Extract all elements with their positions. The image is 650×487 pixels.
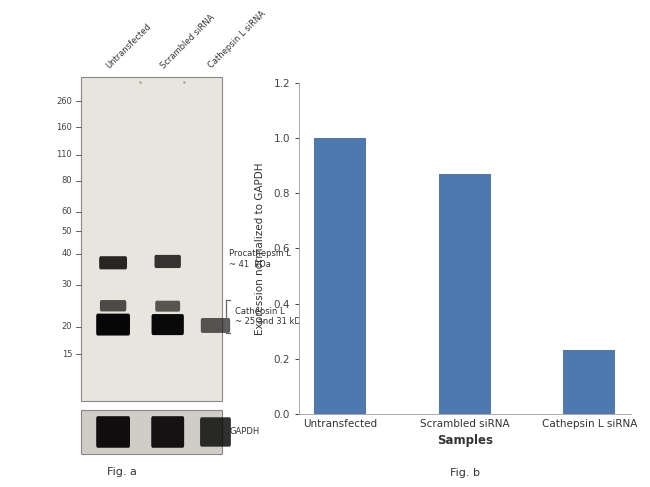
FancyBboxPatch shape xyxy=(201,318,230,333)
X-axis label: Samples: Samples xyxy=(437,434,493,448)
FancyBboxPatch shape xyxy=(100,300,126,312)
Text: Fig. a: Fig. a xyxy=(107,467,137,477)
Text: Untransfected: Untransfected xyxy=(105,21,153,70)
Y-axis label: Expression normalized to GAPDH: Expression normalized to GAPDH xyxy=(255,162,265,335)
FancyBboxPatch shape xyxy=(200,417,231,447)
Text: Procathepsin L
~ 41  kDa: Procathepsin L ~ 41 kDa xyxy=(229,249,291,268)
Text: 15: 15 xyxy=(62,350,72,359)
FancyBboxPatch shape xyxy=(96,314,130,336)
Text: 160: 160 xyxy=(57,123,72,131)
Text: Cathepsin L siRNA: Cathepsin L siRNA xyxy=(207,10,268,70)
Text: 40: 40 xyxy=(62,249,72,258)
Bar xyxy=(81,77,222,401)
FancyBboxPatch shape xyxy=(155,300,180,312)
Text: 80: 80 xyxy=(62,176,72,185)
Text: 50: 50 xyxy=(62,226,72,236)
FancyBboxPatch shape xyxy=(96,416,130,448)
Text: Scrambled siRNA: Scrambled siRNA xyxy=(159,13,216,70)
FancyBboxPatch shape xyxy=(151,416,184,448)
Text: Fig. b: Fig. b xyxy=(450,468,480,478)
Text: 260: 260 xyxy=(57,97,72,106)
Bar xyxy=(314,138,367,414)
Bar xyxy=(563,351,616,414)
Text: 110: 110 xyxy=(57,150,72,159)
Bar xyxy=(439,174,491,414)
FancyBboxPatch shape xyxy=(155,255,181,268)
Text: Cathepsin L
~ 25 and 31 kDa: Cathepsin L ~ 25 and 31 kDa xyxy=(235,306,306,326)
Text: 20: 20 xyxy=(62,322,72,331)
FancyBboxPatch shape xyxy=(99,256,127,269)
Bar xyxy=(81,410,222,454)
Text: 60: 60 xyxy=(62,207,72,216)
Text: GAPDH: GAPDH xyxy=(229,428,259,436)
Text: 30: 30 xyxy=(62,280,72,289)
FancyBboxPatch shape xyxy=(151,314,184,335)
